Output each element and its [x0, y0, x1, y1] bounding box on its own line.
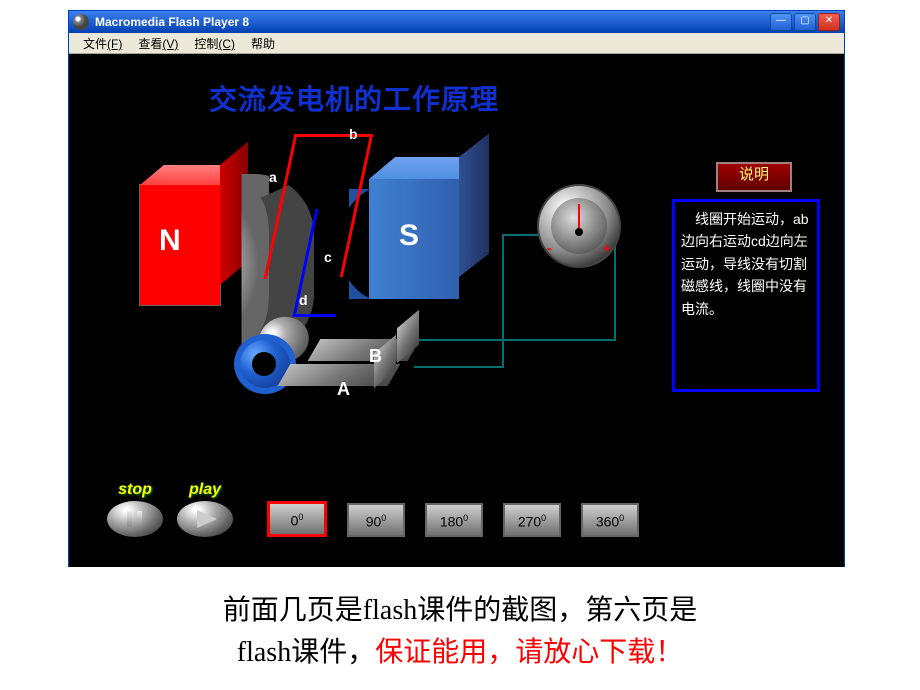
menu-help[interactable]: 帮助: [243, 33, 283, 53]
ammeter: - +: [537, 184, 621, 268]
play-button[interactable]: play: [177, 481, 233, 537]
caption-line-2a: flash课件，: [237, 637, 375, 668]
angle-button-group: 00 900 1800 2700 3600: [267, 501, 639, 537]
angle-0-button[interactable]: 00: [267, 501, 327, 537]
menu-view[interactable]: 查看(V): [130, 33, 186, 53]
window-title: Macromedia Flash Player 8: [95, 15, 770, 29]
explain-text-box: 线圈开始运动，ab边向右运动cd边向左运动，导线没有切割磁感线，线圈中没有电流。: [672, 199, 820, 392]
maximize-button[interactable]: ▢: [794, 13, 816, 31]
window-controls: — ▢ ✕: [770, 13, 840, 31]
magnet-north-label: N: [159, 224, 181, 258]
angle-90-button[interactable]: 900: [347, 503, 405, 537]
wire: [502, 234, 504, 368]
stop-button[interactable]: stop: [107, 481, 163, 537]
ammeter-plus-label: +: [603, 240, 611, 256]
minimize-button[interactable]: —: [770, 13, 792, 31]
angle-180-button[interactable]: 1800: [425, 503, 483, 537]
brush-a-label: A: [337, 379, 350, 400]
explain-button[interactable]: 说明: [716, 162, 792, 192]
caption-line-2b: 保证能用，请放心下载！: [375, 637, 683, 668]
brush-b-label: B: [369, 346, 382, 367]
point-a-label: a: [269, 169, 277, 185]
play-label: play: [189, 481, 221, 499]
pause-icon: [107, 501, 163, 537]
magnet-south-label: S: [399, 219, 419, 253]
angle-270-button[interactable]: 2700: [503, 503, 561, 537]
angle-360-button[interactable]: 3600: [581, 503, 639, 537]
wire: [419, 339, 614, 341]
menu-control[interactable]: 控制(C): [186, 33, 243, 53]
ammeter-minus-label: -: [547, 240, 552, 256]
wire: [614, 234, 616, 341]
titlebar: Macromedia Flash Player 8 — ▢ ✕: [69, 11, 844, 33]
stop-label: stop: [118, 481, 152, 499]
app-icon: [73, 14, 89, 30]
menu-file[interactable]: 文件(F): [75, 33, 130, 53]
page-caption: 前面几页是flash课件的截图，第六页是 flash课件，保证能用，请放心下载！: [0, 590, 920, 674]
close-button[interactable]: ✕: [818, 13, 840, 31]
wire: [414, 366, 504, 368]
point-d-label: d: [299, 292, 308, 308]
flash-player-window: Macromedia Flash Player 8 — ▢ ✕ 文件(F) 查看…: [68, 10, 845, 567]
caption-line-1: 前面几页是flash课件的截图，第六页是: [223, 595, 697, 626]
flash-stage: 交流发电机的工作原理 N S a b c d A B: [69, 54, 844, 567]
animation-title: 交流发电机的工作原理: [209, 78, 499, 118]
point-c-label: c: [324, 249, 332, 265]
ammeter-pivot: [575, 228, 583, 236]
playback-controls: stop play 00 900 1800 2700 3600: [107, 481, 639, 537]
play-icon: [177, 501, 233, 537]
point-b-label: b: [349, 126, 358, 142]
menubar: 文件(F) 查看(V) 控制(C) 帮助: [69, 33, 844, 54]
